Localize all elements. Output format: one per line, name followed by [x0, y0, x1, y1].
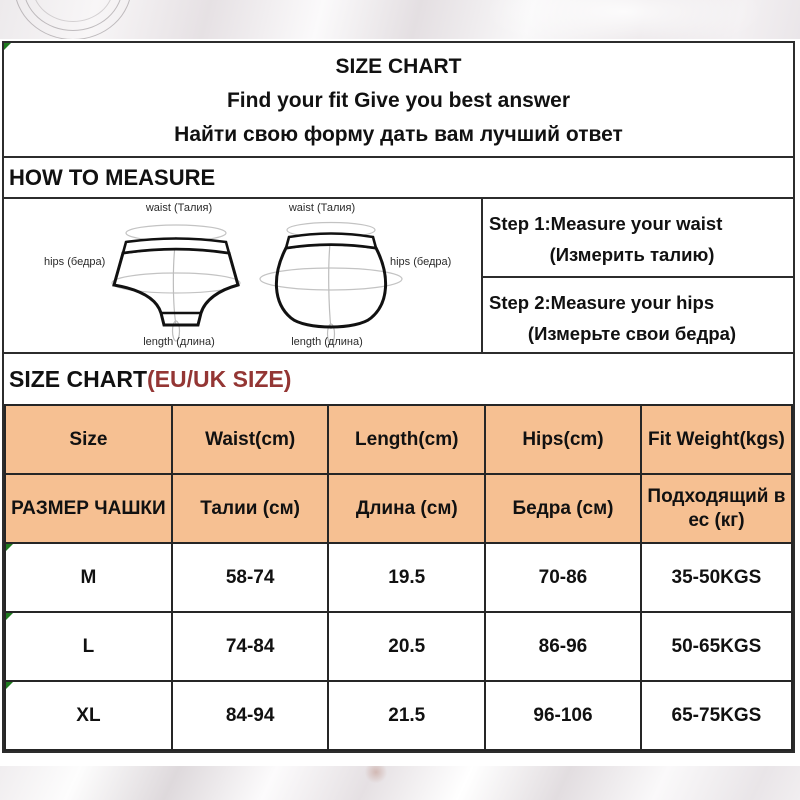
cell-hips: 70-86 — [484, 542, 642, 613]
step-1-text-ru: (Измерить талию) — [549, 244, 715, 265]
how-to-measure-heading: HOW TO MEASURE — [4, 158, 793, 199]
size-chart-sheet: SIZE CHART Find your fit Give you best a… — [2, 41, 795, 753]
cell-weight: 50-65KGS — [639, 611, 794, 682]
subtitle-english: Find your fit Give you best answer — [226, 89, 571, 112]
waist-label-right: waist (Талия) — [288, 202, 356, 214]
full-panty-diagram — [259, 221, 403, 345]
col-header-hips-ru: Бедра (см) — [484, 473, 642, 544]
title-block: SIZE CHART Find your fit Give you best a… — [4, 43, 793, 158]
cell-size: XL — [4, 680, 173, 751]
measure-section: waist (Талия) hips (бедра) length (длина… — [4, 199, 793, 354]
step-1: Step 1:Measure your waist (Измерить тали… — [483, 199, 793, 278]
cell-length: 20.5 — [327, 611, 487, 682]
measure-diagrams: waist (Талия) hips (бедра) length (длина… — [4, 199, 483, 352]
table-row-l: L 74-84 20.5 86-96 50-65KGS — [4, 611, 794, 682]
table-row-m: M 58-74 19.5 70-86 35-50KGS — [4, 542, 794, 613]
col-header-length-ru: Длина (см) — [327, 473, 487, 544]
hips-label-left: hips (бедра) — [44, 256, 106, 268]
col-header-waist: Waist(cm) — [170, 404, 330, 475]
cell-length: 19.5 — [327, 542, 487, 613]
fabric-emblem-circle — [14, 0, 132, 39]
cell-length: 21.5 — [327, 680, 487, 751]
cell-waist: 58-74 — [170, 542, 330, 613]
excel-flag-icon — [6, 682, 13, 689]
table-header-row-en: Size Waist(cm) Length(cm) Hips(cm) Fit W… — [4, 404, 794, 475]
hips-label-right: hips (бедра) — [390, 256, 452, 268]
cell-size: L — [4, 611, 173, 682]
step-2-text-ru: (Измерьте свои бедра) — [527, 323, 737, 344]
cell-waist: 84-94 — [170, 680, 330, 751]
brief-panty-diagram — [111, 224, 241, 342]
cell-hips: 86-96 — [484, 611, 642, 682]
col-header-size-ru: РАЗМЕР ЧАШКИ — [4, 473, 173, 544]
size-chart-heading: SIZE CHART(EU/UK SIZE) — [4, 354, 793, 404]
table-row-xl: XL 84-94 21.5 96-106 65-75KGS — [4, 680, 794, 751]
length-label-left: length (длина) — [143, 336, 215, 348]
cell-hips: 96-106 — [484, 680, 642, 751]
step-2-text: Step 2:Measure your hips — [489, 292, 715, 313]
col-header-hips: Hips(cm) — [484, 404, 642, 475]
size-table: Size Waist(cm) Length(cm) Hips(cm) Fit W… — [4, 404, 794, 751]
col-header-waist-ru: Талии (см) — [170, 473, 330, 544]
measure-steps: Step 1:Measure your waist (Измерить тали… — [483, 199, 793, 352]
cell-weight: 65-75KGS — [639, 680, 794, 751]
step-1-text: Step 1:Measure your waist — [489, 213, 723, 234]
col-header-weight-ru: Подходящий в ес (кг) — [639, 473, 794, 544]
page-title: SIZE CHART — [335, 55, 462, 78]
table-header-row-ru: РАЗМЕР ЧАШКИ Талии (см) Длина (см) Бедра… — [4, 473, 794, 544]
excel-flag-icon — [6, 544, 13, 551]
cell-waist: 74-84 — [170, 611, 330, 682]
subtitle-russian: Найти свою форму дать вам лучший ответ — [174, 123, 623, 146]
size-chart-heading-black: SIZE CHART — [9, 366, 147, 392]
cell-weight: 35-50KGS — [639, 542, 794, 613]
step-2: Step 2:Measure your hips (Измерьте свои … — [483, 278, 793, 352]
excel-flag-icon — [4, 43, 11, 50]
waist-label-left: waist (Талия) — [145, 202, 213, 214]
excel-flag-icon — [6, 613, 13, 620]
col-header-length: Length(cm) — [327, 404, 487, 475]
fabric-texture-top — [0, 0, 800, 39]
col-header-weight: Fit Weight(kgs) — [639, 404, 794, 475]
length-label-right: length (длина) — [291, 336, 363, 348]
fabric-texture-bottom — [0, 766, 800, 800]
col-header-size: Size — [4, 404, 173, 475]
size-chart-heading-red: (EU/UK SIZE) — [147, 366, 292, 392]
cell-size: M — [4, 542, 173, 613]
